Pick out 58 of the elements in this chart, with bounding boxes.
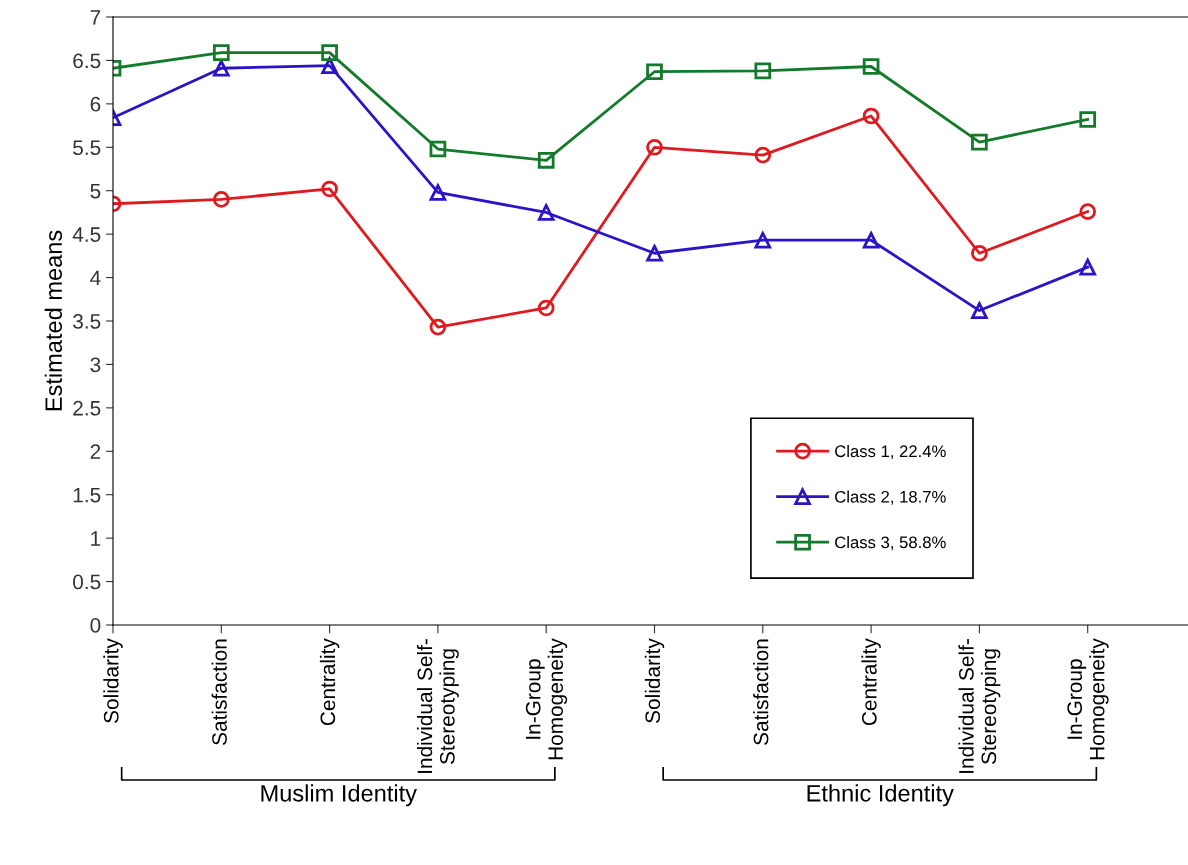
point — [429, 318, 447, 336]
point — [429, 140, 447, 158]
point — [862, 107, 880, 125]
point — [429, 184, 447, 201]
y-tick-label: 0 — [90, 618, 101, 633]
y-tick-label: 5.5 — [73, 140, 101, 156]
x-tick-label: Centrality — [319, 638, 340, 726]
point — [537, 299, 555, 317]
text: Muslim Identity — [261, 784, 417, 807]
y-tick-label: 7 — [90, 10, 101, 25]
y-tick-label: 3 — [90, 357, 101, 373]
y-axis-title: Estimated means — [44, 230, 63, 411]
point — [971, 302, 988, 319]
x-tick-label: Centrality — [861, 638, 881, 726]
y-tick-label: 6.5 — [73, 53, 101, 69]
y-tick-label: 2 — [90, 444, 101, 459]
y-tick-label: 4 — [90, 270, 101, 286]
point — [212, 44, 230, 61]
point — [971, 244, 988, 262]
point — [646, 138, 663, 156]
point — [212, 59, 230, 77]
point — [754, 231, 772, 249]
x-tick-label: Individual Self- Stereotyping — [958, 639, 1001, 773]
point — [537, 204, 555, 221]
y-tick-label: 4.5 — [72, 227, 101, 242]
text: Ethnic Identity — [807, 784, 954, 807]
point — [321, 57, 338, 74]
x-tick-label: Satisfaction — [211, 639, 227, 745]
point — [537, 151, 555, 169]
point — [754, 62, 772, 80]
x-tick-label: Solidarity — [644, 638, 665, 723]
point — [862, 58, 880, 75]
y-tick-label: 6 — [90, 96, 101, 112]
point — [646, 63, 663, 81]
point — [862, 231, 880, 249]
y-tick-label: 3.5 — [73, 314, 101, 329]
point — [1079, 203, 1097, 220]
x-tick-label: In-Group Homogeneity — [525, 638, 568, 760]
y-tick-label: 5 — [90, 183, 101, 199]
x-tick-label: Individual Self- Stereotyping — [416, 639, 459, 773]
y-tick-label: 1.5 — [73, 487, 101, 503]
point — [321, 180, 338, 198]
x-tick-label: Satisfaction — [753, 639, 769, 745]
point — [646, 244, 663, 262]
point — [754, 146, 772, 164]
legend-label: Class 1, 22.4% — [835, 444, 946, 460]
point — [1079, 258, 1097, 276]
x-tick-label: Solidarity — [103, 638, 123, 723]
y-tick-label: 0.5 — [73, 574, 101, 590]
point — [1079, 111, 1097, 128]
point — [971, 133, 988, 151]
y-tick-label: 1 — [91, 531, 101, 546]
legend-label: Class 2, 18.7% — [835, 490, 946, 505]
point — [212, 191, 230, 208]
legend-label: Class 3, 58.8% — [835, 535, 946, 551]
y-tick-label: 2.5 — [73, 400, 101, 416]
x-tick-label: In-Group Homogeneity — [1067, 638, 1109, 760]
point — [321, 44, 338, 61]
